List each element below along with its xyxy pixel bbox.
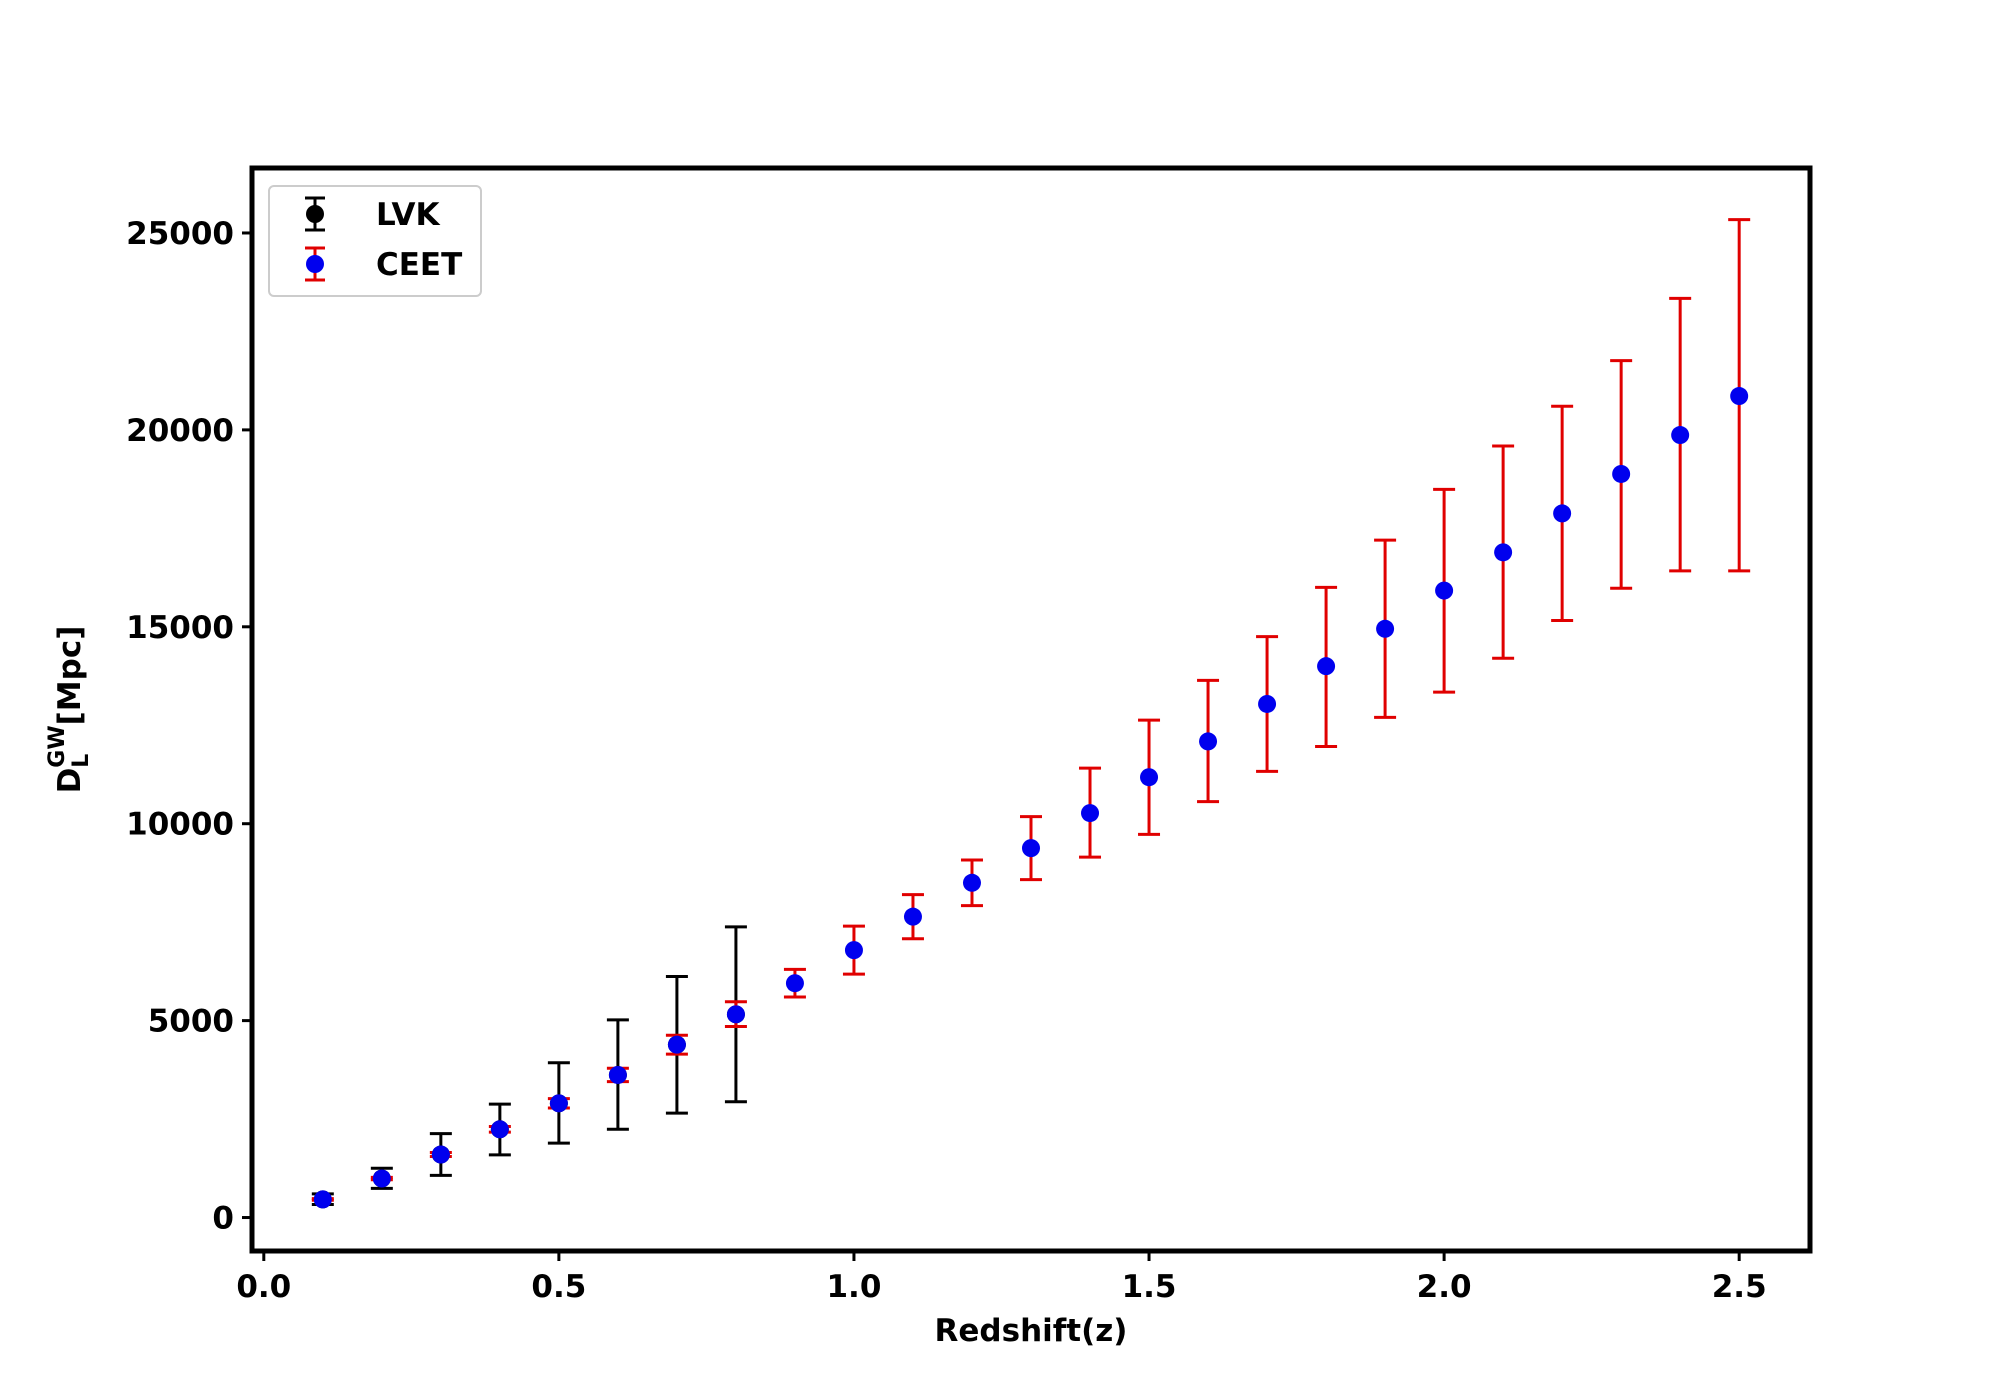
data-point bbox=[549, 1094, 568, 1113]
y-tick-label: 0 bbox=[212, 1201, 234, 1237]
legend-marker bbox=[306, 205, 324, 223]
data-point bbox=[785, 974, 804, 993]
data-point bbox=[1022, 839, 1040, 858]
y-tick-label: 10000 bbox=[126, 807, 234, 843]
plot-area bbox=[311, 218, 1751, 1209]
data-point bbox=[844, 941, 863, 960]
y-axis-label-unit: [Mpc] bbox=[52, 626, 88, 726]
data-point bbox=[1376, 619, 1395, 638]
data-point bbox=[1671, 426, 1690, 445]
data-point bbox=[431, 1145, 450, 1164]
legend-entry-ceet: CEET bbox=[305, 246, 462, 283]
x-tick-label: 1.0 bbox=[826, 1269, 881, 1305]
x-tick-label: 0.0 bbox=[236, 1269, 291, 1305]
data-point bbox=[313, 1190, 332, 1209]
data-point bbox=[1199, 732, 1218, 751]
legend-marker bbox=[306, 255, 324, 273]
data-point bbox=[962, 873, 981, 892]
data-point bbox=[1081, 804, 1100, 823]
y-tick-label: 20000 bbox=[126, 413, 234, 449]
legend-label: CEET bbox=[376, 247, 462, 283]
data-point bbox=[667, 1035, 686, 1054]
y-tick-label: 25000 bbox=[126, 216, 234, 252]
x-tick-label: 0.5 bbox=[531, 1269, 586, 1305]
x-tick-label: 2.0 bbox=[1417, 1269, 1472, 1305]
y-axis-label-superscript: GW bbox=[45, 725, 70, 767]
data-point bbox=[1730, 387, 1749, 406]
data-point bbox=[903, 907, 922, 926]
data-point bbox=[1140, 768, 1159, 787]
legend-label: LVK bbox=[376, 197, 440, 233]
y-axis-label-main: D bbox=[52, 768, 88, 794]
y-tick-label: 15000 bbox=[126, 610, 234, 646]
data-point bbox=[1435, 581, 1454, 600]
y-axis-label-subscript: L bbox=[69, 754, 94, 768]
x-tick-label: 1.5 bbox=[1122, 1269, 1177, 1305]
y-tick-label: 5000 bbox=[148, 1004, 234, 1040]
data-point bbox=[608, 1065, 627, 1084]
data-point bbox=[1553, 504, 1572, 523]
legend: LVK CEET bbox=[268, 185, 482, 297]
data-point bbox=[1494, 543, 1513, 562]
x-tick-label: 2.5 bbox=[1712, 1269, 1767, 1305]
axis-ticks: 0.0 0.5 1.0 1.5 2.0 2.5 0 5000 10000 15000 20000 25… bbox=[126, 216, 1767, 1305]
data-point bbox=[1258, 694, 1277, 713]
series-ceet bbox=[311, 218, 1751, 1209]
data-point bbox=[490, 1120, 509, 1139]
legend-entry-lvk: LVK bbox=[305, 196, 440, 233]
y-axis-label: DLGW[Mpc] bbox=[45, 626, 94, 794]
data-point bbox=[372, 1169, 391, 1188]
data-point bbox=[726, 1005, 745, 1024]
x-axis-label: Redshift(z) bbox=[935, 1313, 1128, 1349]
data-point bbox=[1612, 464, 1631, 483]
data-point bbox=[1317, 657, 1336, 676]
plot-frame bbox=[249, 165, 1813, 1254]
